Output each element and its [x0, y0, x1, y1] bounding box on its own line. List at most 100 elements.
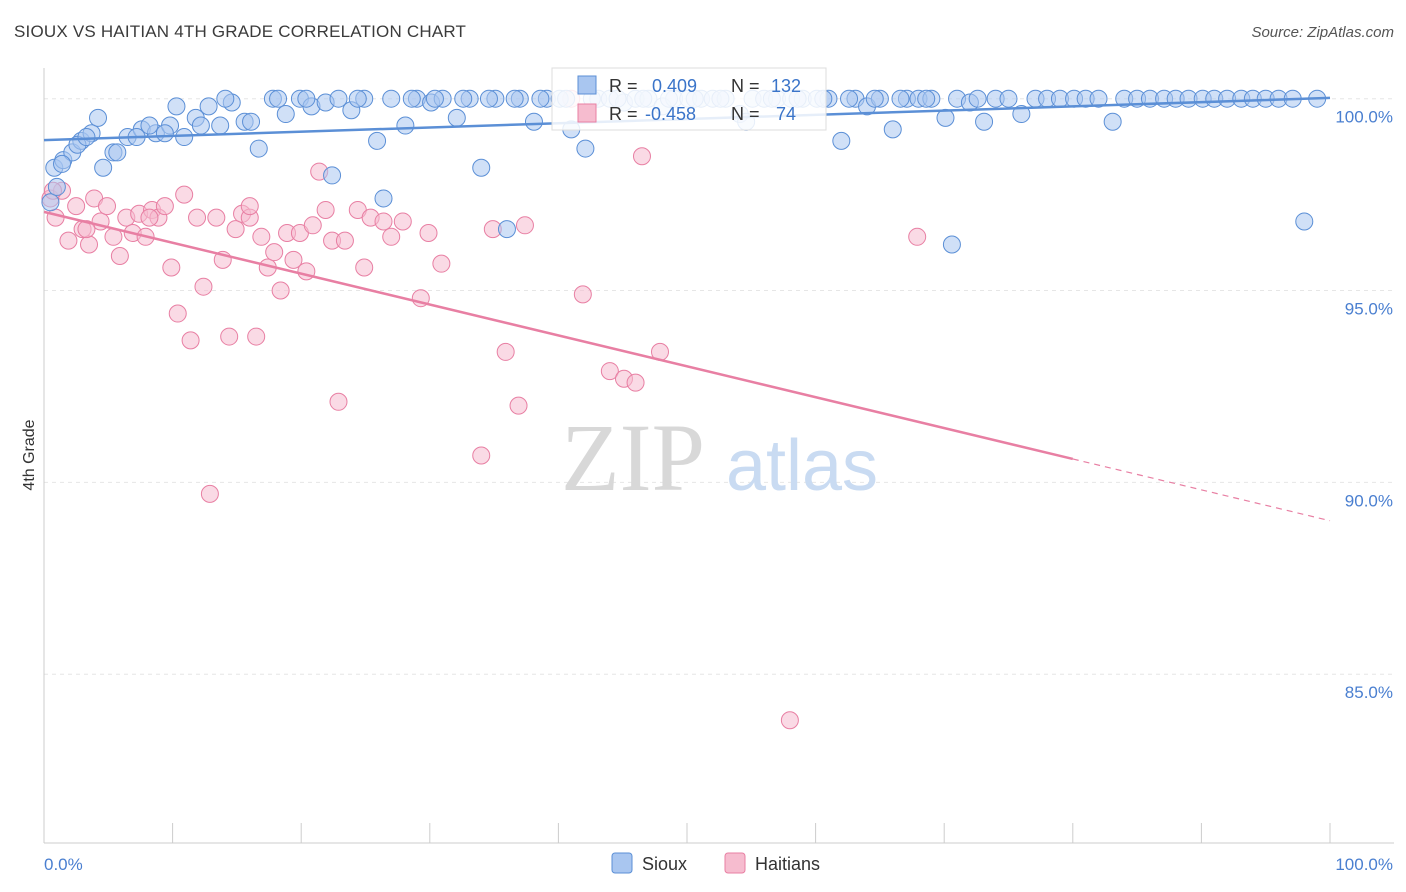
point-haitians-52 — [393, 212, 412, 231]
point-haitians-1 — [46, 208, 65, 227]
point-sioux-14 — [211, 116, 230, 135]
point-sioux-13 — [199, 97, 218, 116]
stats-legend-n-label-haitians: N = — [731, 104, 760, 124]
point-sioux-27 — [382, 89, 401, 108]
point-sioux-112 — [216, 89, 235, 108]
point-sioux-101 — [47, 177, 66, 196]
point-haitians-28 — [220, 327, 239, 346]
point-sioux-140 — [942, 235, 961, 254]
point-haitians-72 — [140, 208, 159, 227]
point-haitians-55 — [432, 254, 451, 273]
point-haitians-20 — [168, 304, 187, 323]
watermark: ZIP atlas — [561, 404, 878, 511]
point-sioux-119 — [402, 89, 421, 108]
point-sioux-123 — [505, 89, 524, 108]
legend-label-sioux: Sioux — [642, 854, 687, 874]
point-haitians-26 — [207, 208, 226, 227]
point-sioux-42 — [576, 139, 595, 158]
chart-title: SIOUX VS HAITIAN 4TH GRADE CORRELATION C… — [14, 22, 467, 41]
point-sioux-138 — [891, 89, 910, 108]
point-haitians-4 — [67, 197, 86, 216]
watermark-atlas: atlas — [726, 426, 878, 506]
point-sioux-28 — [396, 116, 415, 135]
point-sioux-111 — [191, 116, 210, 135]
point-haitians-62 — [573, 285, 592, 304]
point-sioux-106 — [108, 143, 127, 162]
point-haitians-59 — [509, 396, 528, 415]
watermark-zip: ZIP — [561, 404, 705, 511]
point-sioux-76 — [1012, 105, 1031, 124]
point-sioux-136 — [840, 89, 859, 108]
point-haitians-68 — [780, 711, 799, 730]
point-sioux-118 — [374, 189, 393, 208]
gridlines — [44, 98, 1394, 675]
point-sioux-32 — [447, 108, 466, 127]
trendline-haitians — [43, 210, 1074, 461]
point-haitians-25 — [200, 484, 219, 503]
point-haitians-29 — [226, 220, 245, 239]
point-haitians-50 — [374, 212, 393, 231]
point-haitians-23 — [188, 208, 207, 227]
point-haitians-46 — [335, 231, 354, 250]
y-tick-label-2: 90.0% — [1345, 491, 1393, 510]
point-haitians-66 — [632, 147, 651, 166]
point-haitians-45 — [329, 392, 348, 411]
trendline-haitians-extension — [1072, 458, 1331, 522]
point-haitians-18 — [155, 197, 174, 216]
stats-legend: R = 0.409 N = 132 R = -0.458 N = 74 — [551, 67, 827, 131]
point-haitians-56 — [472, 446, 491, 465]
point-sioux-139 — [917, 89, 936, 108]
point-sioux-82 — [1089, 89, 1108, 108]
legend-label-haitians: Haitians — [755, 854, 820, 874]
point-sioux-114 — [269, 89, 288, 108]
point-haitians-38 — [284, 250, 303, 269]
point-haitians-41 — [303, 216, 322, 235]
point-haitians-60 — [515, 216, 534, 235]
point-sioux-124 — [531, 89, 550, 108]
point-sioux-110 — [167, 97, 186, 116]
point-sioux-11 — [175, 128, 194, 147]
y-axis-label: 4th Grade — [21, 419, 38, 490]
y-tick-labels: 100.0% 95.0% 90.0% 85.0% — [1335, 108, 1393, 702]
point-haitians-3 — [59, 231, 78, 250]
point-sioux-108 — [140, 116, 159, 135]
point-haitians-6 — [80, 235, 99, 254]
point-haitians-65 — [626, 373, 645, 392]
point-sioux-102 — [53, 154, 72, 173]
point-sioux-104 — [77, 128, 96, 147]
point-haitians-43 — [316, 200, 335, 219]
point-haitians-63 — [600, 362, 619, 381]
point-sioux-75 — [999, 89, 1018, 108]
point-sioux-105 — [89, 108, 108, 127]
legend-swatch-sioux — [611, 852, 633, 874]
point-sioux-26 — [368, 131, 387, 150]
stats-legend-r-value-haitians: -0.458 — [645, 104, 696, 124]
source-label: Source: ZipAtlas.com — [1251, 24, 1394, 41]
point-haitians-36 — [271, 281, 290, 300]
point-sioux-109 — [155, 124, 174, 143]
point-haitians-9 — [98, 197, 117, 216]
x-tick-label-min: 0.0% — [44, 855, 83, 874]
point-sioux-100 — [41, 193, 60, 212]
point-haitians-51 — [382, 227, 401, 246]
point-sioux-113 — [242, 112, 261, 131]
point-sioux-62 — [832, 131, 851, 150]
point-haitians-22 — [181, 331, 200, 350]
x-tick-label-max: 100.0% — [1335, 855, 1393, 874]
stats-legend-n-value-haitians: 74 — [776, 104, 796, 124]
point-sioux-36 — [497, 220, 516, 239]
point-sioux-98 — [1295, 212, 1314, 231]
stats-legend-r-label-sioux: R = — [609, 76, 638, 96]
axes — [43, 68, 1394, 844]
point-sioux-23 — [329, 89, 348, 108]
stats-legend-n-label-sioux: N = — [731, 76, 760, 96]
point-sioux-17 — [249, 139, 268, 158]
point-sioux-38 — [524, 112, 543, 131]
point-haitians-11 — [110, 246, 129, 265]
point-haitians-24 — [194, 277, 213, 296]
point-haitians-71 — [77, 220, 96, 239]
point-haitians-73 — [240, 197, 259, 216]
y-tick-label-0: 100.0% — [1335, 108, 1393, 127]
point-sioux-5 — [94, 158, 113, 177]
